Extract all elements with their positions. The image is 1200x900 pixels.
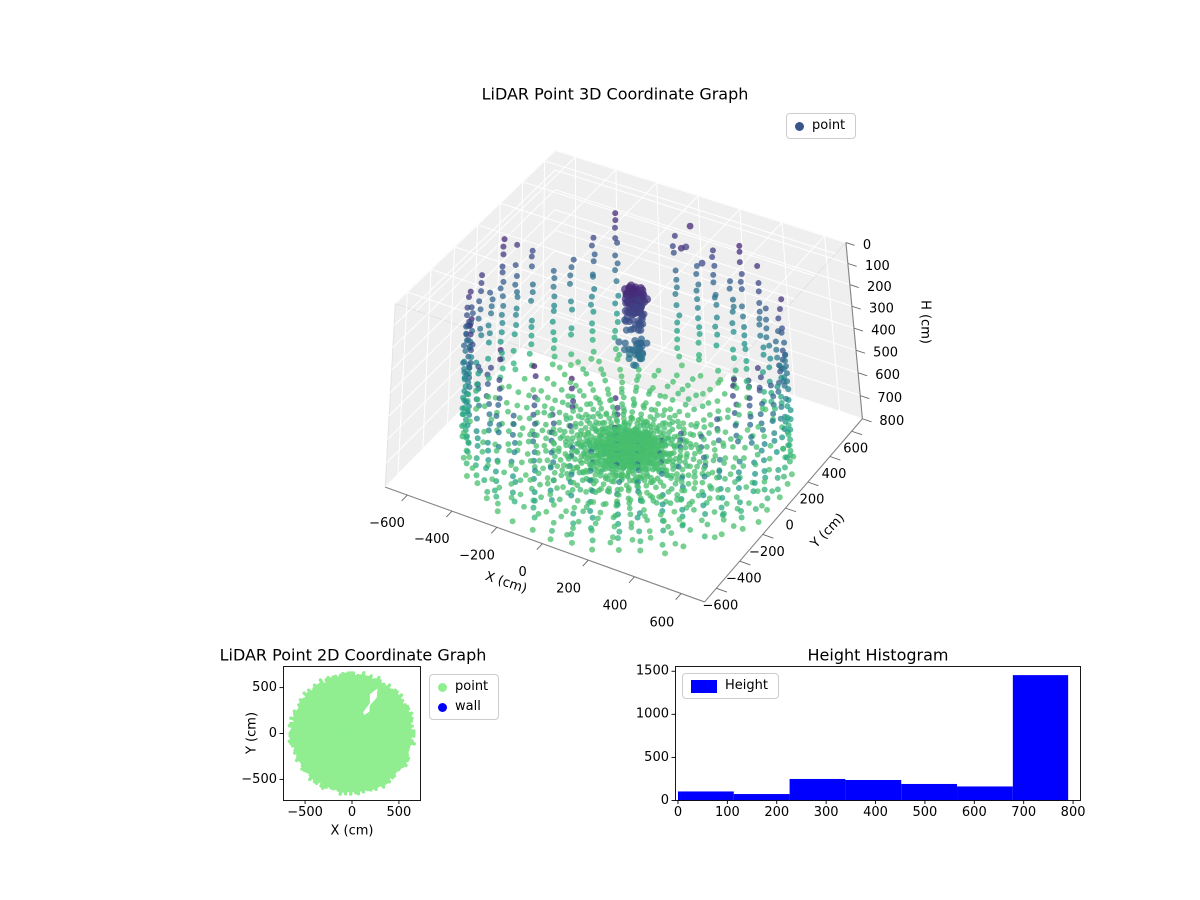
point-marker-icon xyxy=(438,682,447,692)
plot3d-zaxis-label: H (cm) xyxy=(917,300,933,344)
plot3d-legend: point xyxy=(786,113,857,139)
histogram-legend: Height xyxy=(682,673,779,699)
legend-item-point: point xyxy=(795,118,845,134)
scatter-point-marker-icon xyxy=(795,121,804,131)
plot2d-yaxis-label: Y (cm) xyxy=(244,711,260,755)
plot3d-title: LiDAR Point 3D Coordinate Graph xyxy=(481,84,749,104)
histogram-title: Height Histogram xyxy=(807,645,949,665)
wall-marker-icon xyxy=(438,702,447,712)
legend-label-wall: wall xyxy=(455,699,481,714)
legend-label-point: point xyxy=(455,679,489,694)
legend-label-height: Height xyxy=(725,678,768,693)
plot2d-xaxis-label: X (cm) xyxy=(330,823,374,839)
legend-item-height: Height xyxy=(691,678,768,694)
plot2d-legend: point wall xyxy=(429,674,500,720)
height-patch-icon xyxy=(691,679,717,693)
legend-label-point: point xyxy=(812,118,846,133)
plot2d-title: LiDAR Point 2D Coordinate Graph xyxy=(219,645,487,665)
legend-item-wall: wall xyxy=(438,699,488,715)
legend-item-point: point xyxy=(438,679,488,695)
